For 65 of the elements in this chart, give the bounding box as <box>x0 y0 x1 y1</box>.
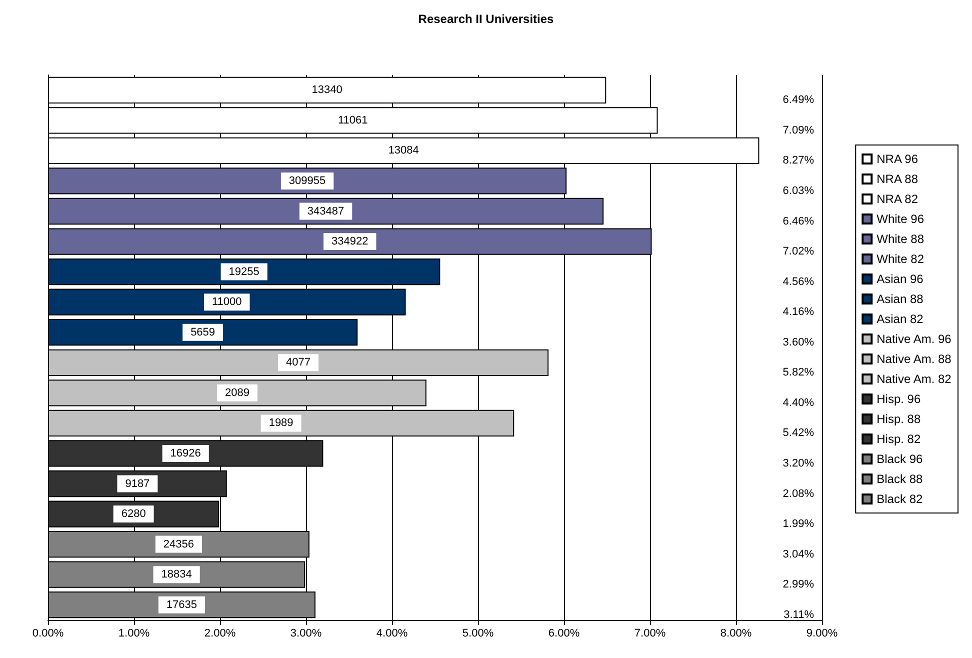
x-tick-label: 0.00% <box>32 628 64 640</box>
annotation: 4.56% <box>782 276 814 288</box>
annotation: 2.99% <box>782 578 814 591</box>
annotation: 4077 <box>286 356 310 369</box>
annotation: 4.40% <box>782 396 814 409</box>
legend-label: Hisp. 96 <box>876 392 921 406</box>
legend-label: Black 82 <box>876 492 923 506</box>
annotation: 1.99% <box>782 518 814 530</box>
legend-label: Hisp. 82 <box>876 432 921 446</box>
legend-label: Native Am. 82 <box>876 372 952 386</box>
legend-label: Asian 88 <box>876 292 924 306</box>
annotation: 3.11% <box>784 608 814 621</box>
annotation: 16926 <box>170 447 201 460</box>
annotation: 24356 <box>163 538 194 550</box>
legend-label: Black 88 <box>876 472 923 486</box>
annotation: 7.09% <box>782 124 814 136</box>
legend-label: White 88 <box>876 232 924 246</box>
annotation: 17635 <box>166 598 198 611</box>
annotation: 6.03% <box>782 184 814 197</box>
legend-label: Asian 82 <box>876 312 924 326</box>
annotation: 343487 <box>307 205 344 218</box>
x-tick-label: 1.00% <box>118 628 150 640</box>
legend-label: Native Am. 96 <box>876 332 952 346</box>
legend-label: Native Am. 88 <box>876 352 952 366</box>
annotation: 3.60% <box>782 336 814 348</box>
annotation: 6.49% <box>782 94 814 106</box>
annotation: 19255 <box>228 266 260 278</box>
x-tick-label: 5.00% <box>462 628 494 640</box>
x-tick-label: 9.00% <box>806 628 838 640</box>
annotation: 18834 <box>161 568 192 581</box>
annotation: 4.16% <box>782 306 814 318</box>
legend-label: White 96 <box>876 212 924 226</box>
x-tick-label: 4.00% <box>376 628 408 640</box>
annotation: 7.02% <box>782 246 814 258</box>
annotation: 3.04% <box>782 548 814 560</box>
x-tick-label: 3.00% <box>290 628 322 640</box>
legend-label: Black 96 <box>876 452 923 466</box>
x-tick-label: 6.00% <box>548 628 580 640</box>
x-tick-label: 8.00% <box>720 628 752 640</box>
annotation: 6.46% <box>782 215 814 228</box>
annotation: 2089 <box>224 386 250 399</box>
annotation: 8.27% <box>782 154 814 167</box>
annotation: 9187 <box>125 478 150 490</box>
legend-label: NRA 96 <box>876 152 918 166</box>
annotation: 334922 <box>332 236 368 248</box>
annotation: 6280 <box>121 508 146 520</box>
annotation: 5.82% <box>782 366 814 379</box>
annotation: 11061 <box>338 114 368 126</box>
legend-label: Hisp. 88 <box>876 412 921 426</box>
legend-label: NRA 82 <box>876 192 918 206</box>
legend-label: White 82 <box>876 252 924 266</box>
annotation: 5659 <box>190 326 216 338</box>
annotation: 13340 <box>312 84 342 96</box>
annotation: 309955 <box>288 174 326 187</box>
x-tick-label: 7.00% <box>634 628 666 640</box>
legend-label: NRA 88 <box>876 172 918 186</box>
annotation: 3.20% <box>782 457 814 470</box>
legend-label: Asian 96 <box>876 272 924 286</box>
annotation: 5.42% <box>782 427 814 440</box>
annotation: 2.08% <box>782 488 814 500</box>
annotation: 11000 <box>212 296 242 308</box>
chart-title: Research II Universities <box>418 12 554 26</box>
x-tick-label: 2.00% <box>204 628 236 640</box>
annotation: 1989 <box>268 417 294 430</box>
annotation: 13084 <box>388 144 419 157</box>
